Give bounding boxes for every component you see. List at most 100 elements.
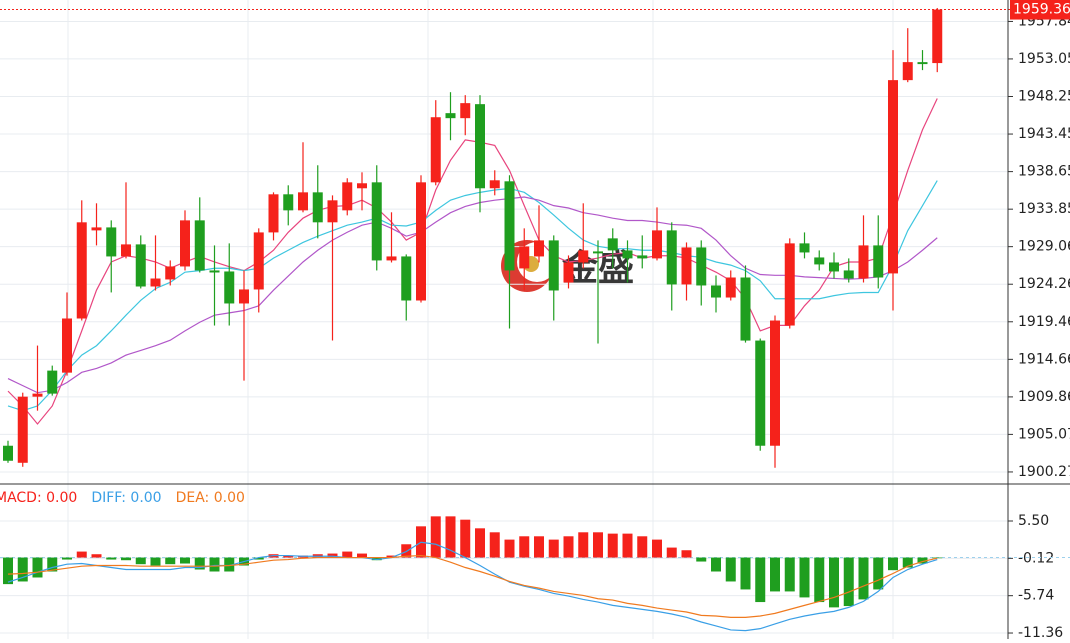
macd-bar (740, 557, 751, 590)
y-tick-label: 1914.66 (1018, 351, 1070, 367)
macd-bar (430, 516, 441, 558)
macd-bar (858, 557, 869, 600)
macd-bar (755, 557, 766, 603)
candle-body (637, 255, 648, 259)
macd-bar (180, 557, 190, 564)
macd-bar (666, 547, 677, 558)
candle-body (755, 340, 766, 446)
macd-bar (357, 553, 367, 558)
candle-body (194, 220, 205, 271)
last-price-label: 1959.36 (1013, 2, 1070, 18)
candle-body (106, 227, 117, 257)
macd-bar (135, 557, 146, 565)
candle-body (76, 222, 87, 319)
macd-line (7, 554, 938, 618)
macd-bar (504, 539, 515, 558)
macd-bar (888, 557, 898, 571)
candle-body (3, 445, 13, 461)
moving-average-line (7, 180, 938, 412)
candle-body (770, 320, 780, 446)
moving-average-line (7, 98, 938, 425)
macd-bar (607, 533, 618, 558)
candle-body (386, 256, 397, 261)
macd-bar (696, 557, 707, 562)
candle-body (504, 181, 515, 271)
macd-bar (62, 557, 72, 560)
candle-body (47, 370, 58, 394)
y-tick-label: 1933.85 (1018, 201, 1070, 217)
y-tick-label: 1953.05 (1018, 51, 1070, 67)
last-price-box (1010, 0, 1070, 20)
y-tick-label: -5.74 (1018, 588, 1054, 604)
candle-body (17, 396, 28, 463)
candle-body (725, 277, 736, 298)
candle-body (534, 240, 544, 257)
macd-bar (386, 555, 397, 558)
candle-body (165, 266, 176, 280)
macd-bar (121, 557, 131, 561)
y-tick-label: 1905.07 (1018, 426, 1070, 442)
macd-bar (843, 557, 854, 607)
legend-entry: DEA: 0.00 (176, 490, 245, 506)
candle-body (357, 183, 367, 189)
candle-body (784, 243, 795, 326)
candle-body (696, 247, 707, 286)
macd-bar (578, 532, 589, 558)
candle-body (342, 182, 353, 211)
candle-body (563, 262, 574, 283)
candle-body (652, 230, 662, 259)
macd-bar (784, 557, 795, 592)
candle-body (711, 285, 721, 298)
macd-bar (711, 557, 721, 572)
macd-bar (917, 557, 928, 564)
macd-bar (489, 532, 500, 558)
candle-body (253, 232, 264, 290)
y-tick-label: -0.12 (1018, 550, 1054, 566)
candle-body (401, 256, 412, 301)
candle-body (917, 62, 928, 65)
candle-body (91, 227, 102, 231)
candle-body (298, 192, 308, 211)
macd-bar (460, 519, 471, 558)
macd-bar (165, 557, 176, 565)
candle-body (430, 117, 441, 183)
macd-bar (932, 557, 943, 559)
candle-body (135, 244, 146, 287)
macd-bar (799, 557, 810, 598)
candle-body (489, 180, 500, 189)
macd-bar (563, 536, 574, 558)
candle-body (475, 104, 485, 189)
macd-bar (283, 555, 294, 558)
y-tick-label: 1938.65 (1018, 164, 1070, 180)
candle-body (607, 238, 618, 251)
candle-body (445, 113, 456, 119)
macd-bar (829, 557, 839, 608)
legend-entry: DIFF: 0.00 (91, 490, 161, 506)
macd-bar (725, 557, 736, 582)
candle-body (548, 240, 559, 291)
candle-body (209, 270, 220, 273)
candle-body (519, 246, 530, 269)
y-tick-label: 1909.86 (1018, 389, 1070, 405)
y-tick-label: 5.50 (1018, 513, 1049, 529)
macd-bar (32, 557, 43, 578)
macd-bar (873, 557, 884, 590)
macd-bar (91, 554, 102, 558)
candle-body (888, 80, 898, 274)
macd-line (7, 541, 938, 632)
y-tick-label: 1943.45 (1018, 126, 1070, 142)
macd-bar (548, 539, 559, 558)
macd-bar (106, 557, 117, 560)
macd-bar (902, 557, 913, 568)
macd-bar (224, 557, 235, 572)
candle-body (180, 220, 190, 267)
y-tick-label: 1929.06 (1018, 239, 1070, 255)
candle-body (150, 278, 161, 287)
candle-body (371, 182, 382, 261)
candle-body (121, 244, 131, 257)
macd-bar (3, 557, 13, 585)
macd-bar (194, 557, 205, 570)
candle-body (666, 230, 677, 285)
candle-body (239, 289, 249, 304)
